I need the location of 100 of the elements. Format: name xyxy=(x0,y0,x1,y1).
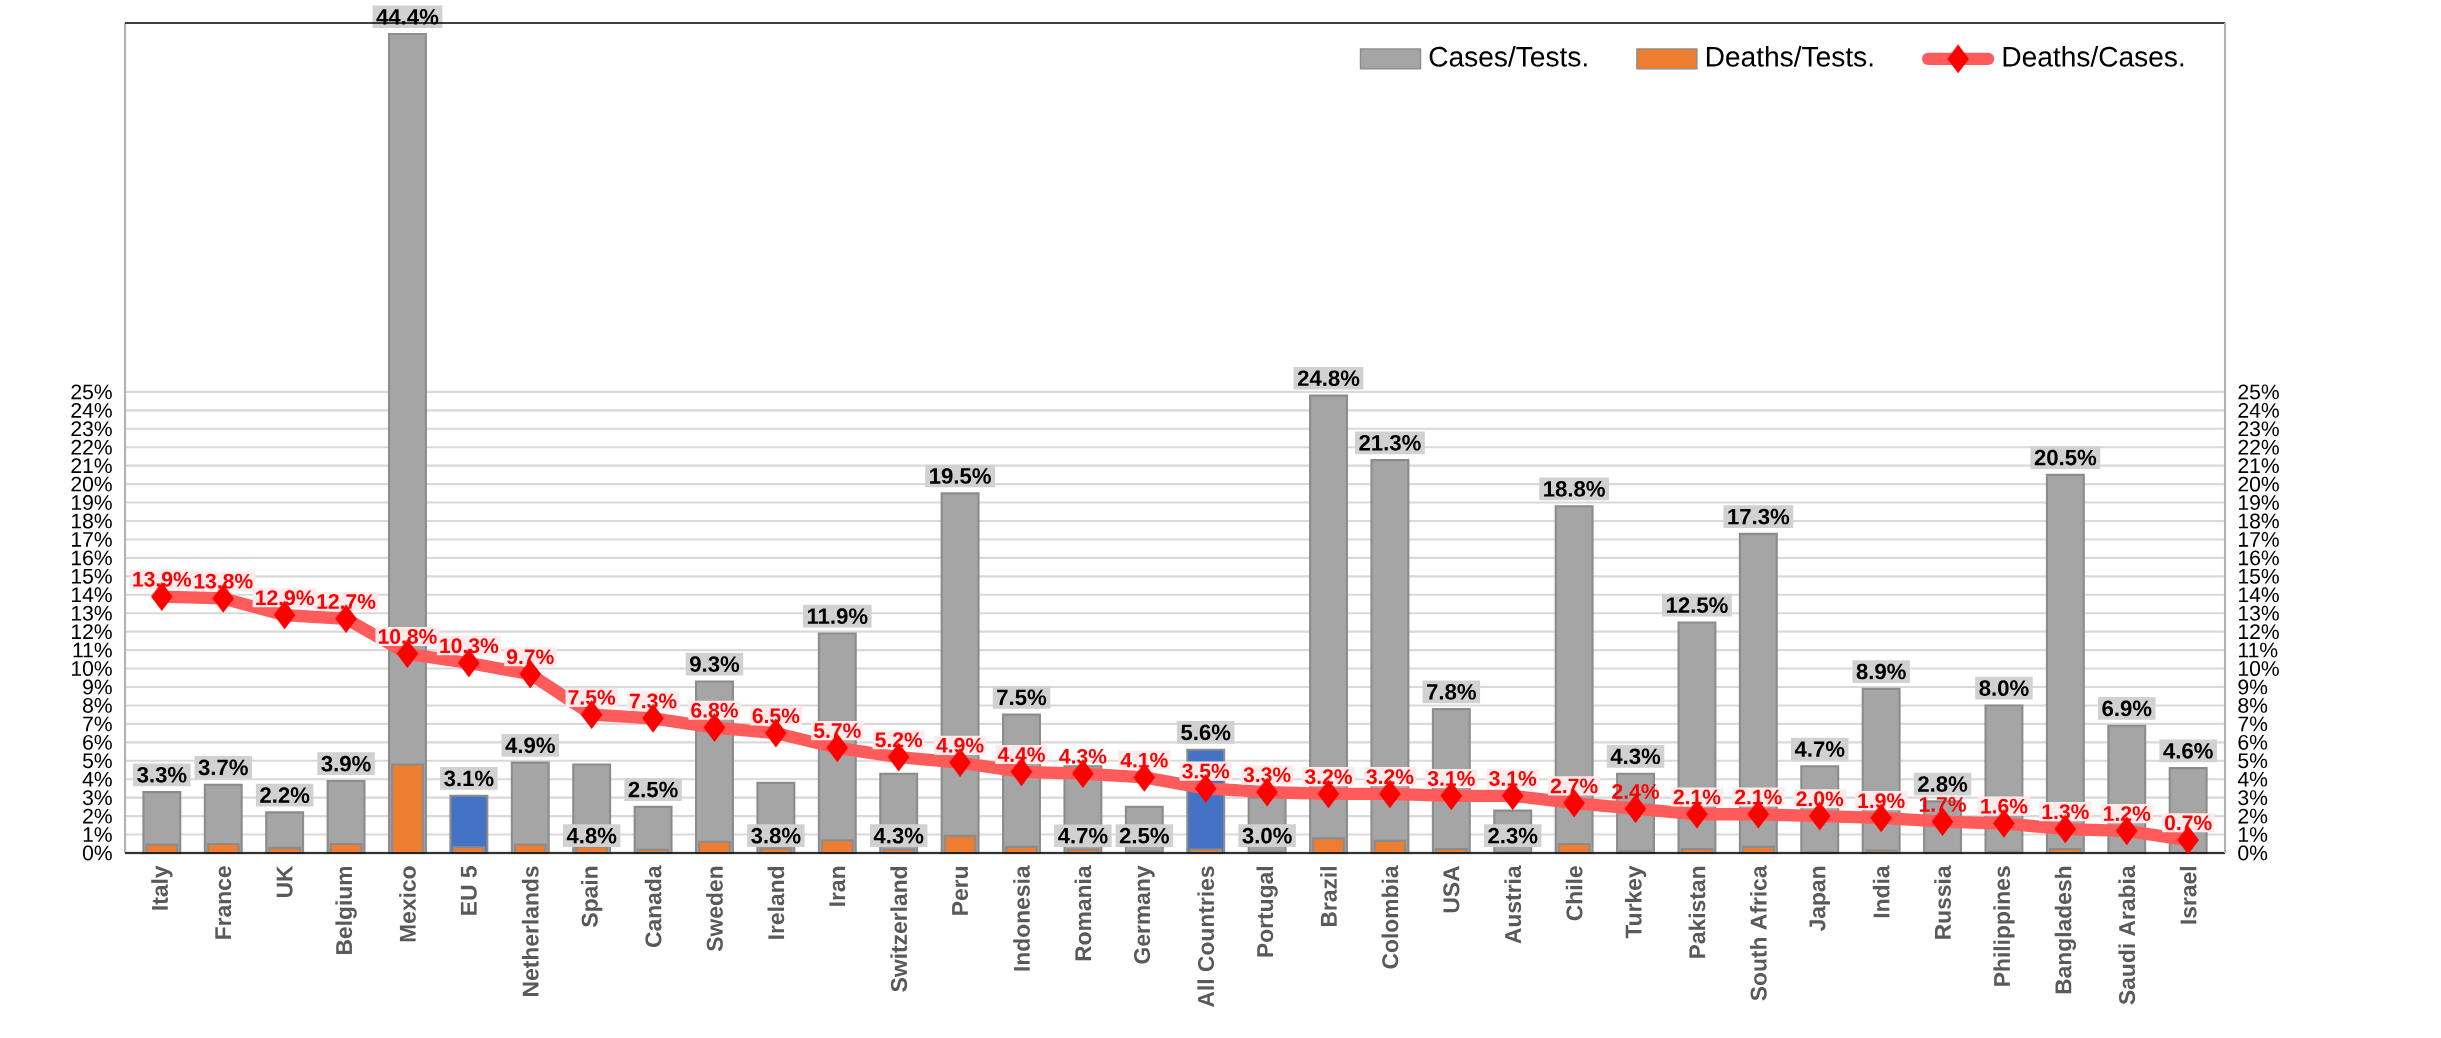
data-label: 10.8% xyxy=(378,629,437,644)
y-tick-label: 18% xyxy=(71,513,112,529)
data-label: 6.5% xyxy=(752,708,800,724)
x-tick-label: Sweden xyxy=(706,866,723,952)
data-label: 0.7% xyxy=(2164,815,2212,831)
x-tick-label: Spain xyxy=(581,866,603,927)
data-label: 2.1% xyxy=(1735,789,1782,805)
x-tick-label: Russia xyxy=(1934,865,1951,939)
data-label: 7.3% xyxy=(629,693,677,709)
x-tick-label: Chile xyxy=(1565,866,1583,921)
y2-tick-label: 16% xyxy=(2239,550,2279,566)
y2-tick-label: 12% xyxy=(2239,624,2279,640)
data-label: 7.5% xyxy=(568,689,616,705)
data-label: 3.3% xyxy=(1243,767,1291,783)
data-label: 3.8% xyxy=(751,827,801,844)
y2-tick-label: 3% xyxy=(2238,790,2268,806)
data-label: 2.2% xyxy=(260,787,310,803)
y2-tick-label: 15% xyxy=(2239,568,2279,584)
data-label: 19.5% xyxy=(930,468,991,484)
y-tick-label: 11% xyxy=(73,642,112,658)
y2-tick-label: 21% xyxy=(2238,458,2279,474)
y2-tick-label: 22% xyxy=(2238,439,2279,455)
data-label: 8.9% xyxy=(1856,663,1906,680)
y2-tick-label: 5% xyxy=(2238,753,2268,769)
data-label: 21.3% xyxy=(1359,434,1421,451)
data-label: 17.3% xyxy=(1728,508,1790,525)
x-tick-label: France xyxy=(215,866,232,939)
data-label: 2.0% xyxy=(1796,791,1844,807)
x-tick-label: Colombia xyxy=(1381,865,1399,969)
x-tick-label: Switzerland xyxy=(890,866,908,992)
data-label: 2.8% xyxy=(1918,776,1968,792)
data-label: 18.8% xyxy=(1544,481,1605,497)
y-tick-label: 13% xyxy=(71,605,112,621)
x-tick-label: Pakistan xyxy=(1688,866,1706,958)
y-tick-label: 23% xyxy=(71,421,112,437)
x-tick-label: Belgium xyxy=(335,866,357,954)
data-label: 4.9% xyxy=(505,737,555,754)
data-label: 3.2% xyxy=(1366,769,1414,785)
data-label: 1.9% xyxy=(1858,793,1905,809)
legend-label: Deaths/Tests. xyxy=(1706,46,1873,67)
y2-tick-label: 18% xyxy=(2239,513,2279,529)
x-tick-label: Austria xyxy=(1504,865,1522,944)
data-label: 4.8% xyxy=(566,827,617,844)
x-tick-label: Turkey xyxy=(1624,865,1647,939)
y-tick-label: 14% xyxy=(71,587,112,603)
y-tick-label: 10% xyxy=(71,661,112,677)
data-label: 3.0% xyxy=(1242,827,1292,844)
y2-tick-label: 17% xyxy=(2239,532,2279,547)
y2-tick-label: 19% xyxy=(2239,495,2279,511)
x-tick-label: Romania xyxy=(1074,865,1092,961)
data-label: 12.7% xyxy=(317,594,376,609)
y2-tick-label: 23% xyxy=(2238,421,2279,437)
y-tick-label: 7% xyxy=(83,716,112,732)
x-tick-label: EU 5 xyxy=(460,866,477,915)
y-tick-label: 15% xyxy=(71,568,112,584)
data-label: 4.3% xyxy=(1059,748,1107,764)
data-label: 3.1% xyxy=(444,770,494,787)
x-tick-label: Canada xyxy=(644,865,662,947)
data-label: 7.8% xyxy=(1427,683,1476,700)
data-label: 1.7% xyxy=(1919,796,1967,812)
y-tick-label: 25% xyxy=(71,384,112,400)
data-label: 1.6% xyxy=(1981,798,2028,814)
y2-tick-label: 4% xyxy=(2237,771,2268,787)
y-tick-label: 8% xyxy=(83,697,112,713)
y2-tick-label: 13% xyxy=(2239,605,2279,621)
x-tick-label: Portugal xyxy=(1256,867,1278,957)
y2-tick-label: 7% xyxy=(2238,716,2268,732)
data-label: 8.0% xyxy=(1979,680,2029,696)
y2-tick-label: 25% xyxy=(2238,384,2279,400)
y2-tick-label: 6% xyxy=(2238,734,2268,750)
x-tick-label: Ireland xyxy=(767,866,785,939)
legend-label: Cases/Tests. xyxy=(1429,46,1587,67)
data-label: 1.3% xyxy=(2042,804,2089,820)
y2-tick-label: 14% xyxy=(2239,587,2279,603)
data-label: 44.4% xyxy=(376,8,439,25)
y2-tick-label: 2% xyxy=(2238,808,2268,824)
y-tick-label: 9% xyxy=(83,679,112,695)
y-tick-label: 0% xyxy=(82,845,112,861)
y-tick-label: 5% xyxy=(82,753,112,769)
data-label: 3.2% xyxy=(1304,769,1352,785)
y-tick-label: 12% xyxy=(71,624,112,640)
data-label: 13.9% xyxy=(133,571,192,587)
y-tick-label: 3% xyxy=(82,790,112,806)
x-tick-label: All Countries xyxy=(1197,866,1215,1008)
data-label: 4.1% xyxy=(1120,752,1168,768)
data-label: 13.8% xyxy=(194,573,253,589)
x-tick-label: Mexico xyxy=(399,866,416,942)
data-label: 6.9% xyxy=(2102,700,2152,717)
x-tick-label: Saudi Arabia xyxy=(2118,865,2136,1005)
y-tick-label: 20% xyxy=(71,476,112,492)
data-label: 5.2% xyxy=(875,732,923,748)
data-label: 4.4% xyxy=(997,747,1045,763)
data-label: 4.3% xyxy=(873,827,924,844)
data-label: 9.3% xyxy=(690,656,740,673)
data-label: 2.5% xyxy=(628,781,678,798)
data-label: 3.9% xyxy=(321,755,371,772)
x-tick-label: UK xyxy=(276,865,293,898)
data-label: 3.3% xyxy=(137,766,187,783)
data-label: 2.4% xyxy=(1612,784,1659,799)
y-tick-label: 21% xyxy=(71,458,112,474)
